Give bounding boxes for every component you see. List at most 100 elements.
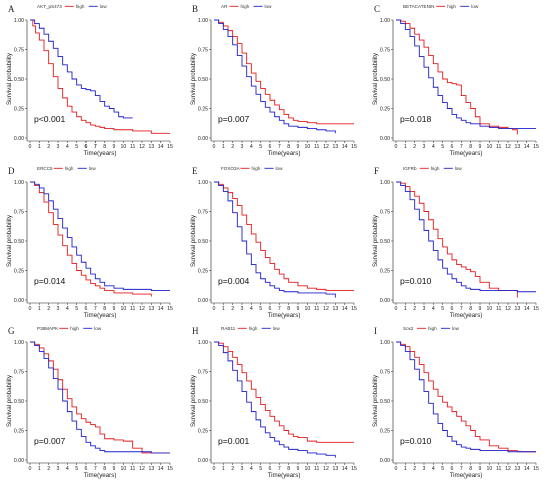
x-tick-label: 9 bbox=[297, 306, 300, 312]
y-tick-label: 0.75 bbox=[380, 209, 390, 215]
x-tick-label: 1 bbox=[222, 144, 225, 150]
x-tick-label: 14 bbox=[158, 144, 164, 150]
x-tick-label: 5 bbox=[75, 306, 78, 312]
y-tick-label: 1.00 bbox=[198, 340, 208, 346]
x-axis-title: Time(years) bbox=[84, 472, 117, 479]
x-tick-label: 6 bbox=[85, 144, 88, 150]
panel-letter: F bbox=[374, 166, 379, 176]
panel-letter: B bbox=[192, 4, 198, 14]
km-curve-high bbox=[396, 341, 536, 453]
x-axis-title: Time(years) bbox=[450, 312, 483, 319]
y-axis-title: Survival probability bbox=[190, 374, 197, 427]
x-tick-label: 7 bbox=[94, 306, 97, 312]
x-tick-label: 1 bbox=[404, 306, 407, 312]
x-tick-label: 1 bbox=[404, 144, 407, 150]
x-tick-label: 5 bbox=[75, 144, 78, 150]
y-tick-label: 0.00 bbox=[380, 136, 390, 142]
x-tick-label: 9 bbox=[479, 306, 482, 312]
y-tick-label: 0.50 bbox=[380, 399, 390, 405]
km-curve-low bbox=[396, 181, 536, 293]
x-tick-label: 5 bbox=[441, 306, 444, 312]
x-tick-label: 11 bbox=[314, 144, 319, 150]
x-axis-title: Time(years) bbox=[450, 472, 483, 479]
y-axis-title: Survival probability bbox=[372, 374, 379, 427]
km-curve-high bbox=[214, 181, 354, 292]
km-curve-low bbox=[396, 19, 536, 130]
x-tick-label: 9 bbox=[113, 144, 116, 150]
y-axis-title: Survival probability bbox=[372, 52, 379, 105]
x-tick-label: 1 bbox=[38, 144, 41, 150]
y-tick-label: 0.75 bbox=[14, 47, 24, 53]
x-tick-label: 2 bbox=[413, 466, 416, 472]
x-tick-label: 8 bbox=[287, 306, 290, 312]
x-axis-title: Time(years) bbox=[268, 312, 301, 319]
x-tick-label: 15 bbox=[351, 306, 357, 312]
x-axis-title: Time(years) bbox=[268, 472, 301, 479]
km-curve-low bbox=[30, 181, 170, 292]
panel-letter: I bbox=[374, 326, 377, 336]
x-tick-label: 5 bbox=[259, 144, 262, 150]
p-value-label: p=0.007 bbox=[218, 114, 250, 124]
y-tick-label: 0.25 bbox=[198, 268, 208, 274]
km-curve-high bbox=[396, 19, 518, 135]
x-tick-label: 7 bbox=[460, 466, 463, 472]
x-tick-label: 13 bbox=[332, 306, 338, 312]
x-axis-title: Time(years) bbox=[268, 150, 301, 157]
km-curve-high bbox=[214, 19, 354, 125]
x-tick-label: 10 bbox=[120, 144, 126, 150]
x-tick-label: 3 bbox=[241, 466, 244, 472]
y-tick-label: 0.50 bbox=[14, 77, 24, 83]
x-tick-label: 3 bbox=[423, 144, 426, 150]
y-tick-label: 0.50 bbox=[198, 239, 208, 245]
x-tick-label: 0 bbox=[213, 306, 216, 312]
x-tick-label: 6 bbox=[451, 144, 454, 150]
x-tick-label: 6 bbox=[85, 306, 88, 312]
y-tick-label: 0.00 bbox=[14, 298, 24, 304]
x-tick-label: 7 bbox=[460, 306, 463, 312]
x-tick-label: 8 bbox=[103, 306, 106, 312]
x-tick-label: 11 bbox=[496, 306, 501, 312]
x-tick-label: 4 bbox=[432, 306, 435, 312]
y-tick-label: 0.75 bbox=[198, 369, 208, 375]
y-tick-label: 1.00 bbox=[14, 340, 24, 346]
x-tick-label: 9 bbox=[297, 144, 300, 150]
x-tick-label: 12 bbox=[323, 466, 329, 472]
y-tick-label: 1.00 bbox=[380, 18, 390, 24]
x-tick-label: 4 bbox=[250, 306, 253, 312]
x-tick-label: 11 bbox=[496, 144, 501, 150]
x-tick-label: 13 bbox=[148, 306, 154, 312]
legend-gene-label: AKT_pS473 bbox=[37, 4, 62, 9]
x-tick-label: 10 bbox=[486, 306, 492, 312]
x-tick-label: 7 bbox=[94, 466, 97, 472]
p-value-label: p=0.007 bbox=[34, 436, 66, 446]
x-tick-label: 10 bbox=[120, 466, 126, 472]
panel-letter: G bbox=[8, 326, 15, 336]
x-tick-label: 15 bbox=[351, 144, 357, 150]
x-tick-label: 14 bbox=[524, 144, 530, 150]
y-tick-label: 0.75 bbox=[380, 47, 390, 53]
x-tick-label: 11 bbox=[314, 306, 319, 312]
panel-letter: C bbox=[374, 4, 380, 14]
x-tick-label: 3 bbox=[57, 466, 60, 472]
y-tick-label: 0.75 bbox=[14, 209, 24, 215]
legend-gene-label: AR bbox=[221, 4, 228, 9]
x-tick-label: 5 bbox=[441, 144, 444, 150]
legend-low-label: low bbox=[452, 326, 460, 331]
legend-gene-label: ERCC5 bbox=[37, 166, 53, 171]
x-tick-label: 0 bbox=[29, 144, 32, 150]
y-tick-label: 0.75 bbox=[14, 369, 24, 375]
x-tick-label: 2 bbox=[231, 466, 234, 472]
x-tick-label: 12 bbox=[139, 466, 145, 472]
x-tick-label: 14 bbox=[342, 466, 348, 472]
panel-letter: A bbox=[8, 4, 15, 14]
x-tick-label: 9 bbox=[479, 466, 482, 472]
x-tick-label: 3 bbox=[241, 144, 244, 150]
y-axis-title: Survival probability bbox=[6, 214, 13, 267]
y-tick-label: 0.25 bbox=[14, 268, 24, 274]
x-tick-label: 3 bbox=[57, 144, 60, 150]
x-tick-label: 11 bbox=[130, 466, 135, 472]
